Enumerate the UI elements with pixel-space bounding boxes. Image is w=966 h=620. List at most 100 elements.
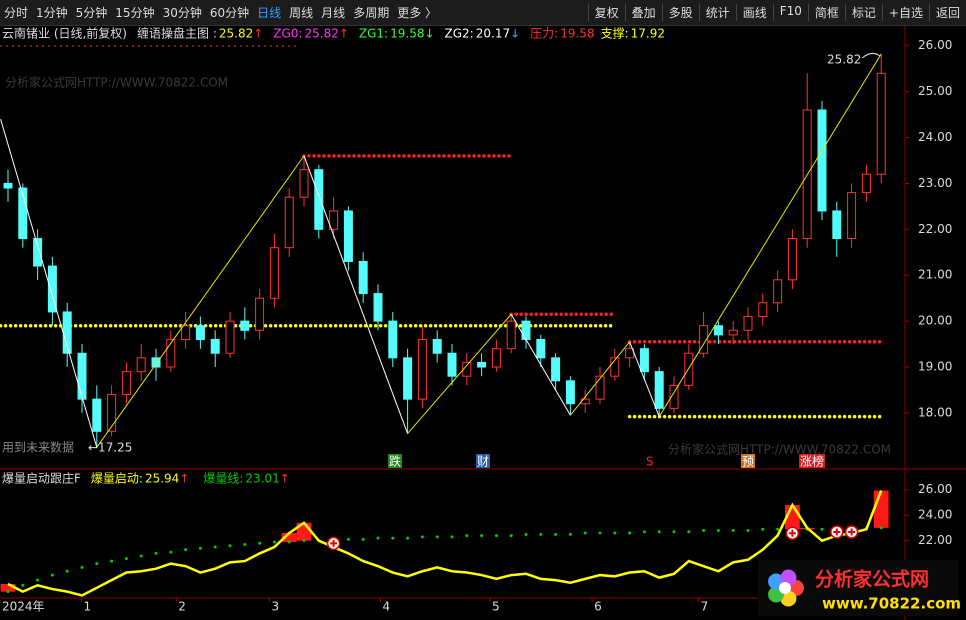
candle-body [77,352,87,400]
period-tab[interactable]: 月线 [321,6,346,20]
candle-body [284,196,294,249]
line-dot [554,532,558,536]
line-dot [524,532,528,536]
legend-arrow: ↑ [280,472,290,486]
legend-value: 23.01 [245,472,279,486]
legend-value: 25.82 [304,27,338,41]
line-dot [761,527,765,531]
candle-body [595,375,605,400]
x-tick-label: 6 [594,600,602,614]
signal-plus [788,529,796,537]
candle-body [255,297,265,331]
line-dot [198,546,202,550]
line-dot [642,530,646,534]
line-dot [376,536,380,540]
period-tab[interactable]: 60分钟 [209,6,250,20]
tool-button[interactable]: 叠加 [624,4,662,21]
tool-buttons: 复权 叠加 多股 统计 画线 F10 简框 标记 +自选 返回 [587,4,966,21]
candle-body [699,325,709,354]
line-dot [213,545,217,549]
candle-body [787,238,797,281]
x-start-label: 2024年 [2,600,45,614]
legend-arrow: ↑ [179,472,189,486]
candle-body [536,338,546,359]
tool-button[interactable]: 标记 [844,4,882,21]
line-dot [657,530,661,534]
legend-value: 20.17 [476,27,510,41]
line-dot [258,541,262,545]
candle-body [713,325,723,336]
period-tab[interactable]: 日线 [257,6,282,20]
x-tick-label: 4 [382,600,390,614]
logo-title: 分析家公式网 [815,568,929,591]
tool-button[interactable]: 简框 [807,4,845,21]
burst-fill [281,533,297,542]
candle-body [314,169,324,230]
line-dot [302,539,306,543]
line-dot [169,550,173,554]
y-tick-label: 22.00 [918,533,952,547]
candle-body [832,210,842,240]
candle-body [506,320,516,350]
x-tick-label: 1 [83,600,91,614]
line-dot [139,554,143,558]
logo-center [779,582,791,594]
line-dot [95,562,99,566]
line-dot [776,527,780,531]
period-tab[interactable]: 更多 〉 [397,6,438,20]
line-dot [628,531,632,535]
chart-title: 云南锗业 (日线,前复权) [2,26,127,41]
line-dot [820,527,824,531]
candle-body [373,293,383,322]
candle-body [210,338,220,354]
candle-body [225,320,235,354]
candle-body [861,173,871,194]
tool-button[interactable]: 统计 [698,4,736,21]
candle-body [625,348,635,359]
candle-body [121,371,131,396]
line-dot [391,536,395,540]
tool-button[interactable]: 返回 [928,4,966,21]
period-tab[interactable]: 15分钟 [115,6,155,20]
zigzag-segment [510,313,571,416]
zigzag-segment [303,155,409,434]
candle-body [847,192,857,240]
high-label: 25.82 [827,53,861,67]
candle-body [299,169,309,198]
candle-body [240,320,250,331]
watermark: 分析家公式网HTTP://WWW.70822.COM [668,442,891,457]
line-dot [746,528,750,532]
legend-arrow: ↓ [424,27,434,41]
tool-button[interactable]: +自选 [881,4,929,21]
tool-button[interactable]: 多股 [661,4,699,21]
zigzag-segment [407,313,512,434]
candle-body [136,357,146,373]
period-tab[interactable]: 多周期 [353,6,390,20]
candle-body [551,357,561,382]
candle-body [565,380,575,405]
candle-body [47,265,57,313]
candle-body [654,371,664,409]
candle-body [684,352,694,386]
x-tick-label: 7 [701,600,709,614]
period-tab[interactable]: 周线 [289,6,314,20]
tool-button[interactable]: 画线 [735,4,773,21]
toolbar: 分时 1分钟 5分钟 15分钟 30分钟 60分钟 日线 周线 月线 多周期 更多 〉 复权 叠加 多股统… [0,0,966,26]
tool-button[interactable]: F10 [772,4,808,21]
marker-label: 财 [477,455,489,469]
candle-body [151,357,161,368]
zigzag-segment [0,119,98,448]
candle-body [3,182,13,189]
y-tick-label: 19.00 [918,360,952,374]
line-dot [716,528,720,532]
period-tab[interactable]: 30分钟 [162,6,202,20]
candle-body [876,72,886,175]
line-dot [124,557,128,561]
period-tab[interactable]: 分时 [4,6,29,20]
high-arrow [861,52,881,59]
period-tab[interactable]: 1分钟 [36,6,68,20]
period-tab[interactable]: 5分钟 [75,6,108,20]
tool-button[interactable]: 复权 [587,4,625,21]
